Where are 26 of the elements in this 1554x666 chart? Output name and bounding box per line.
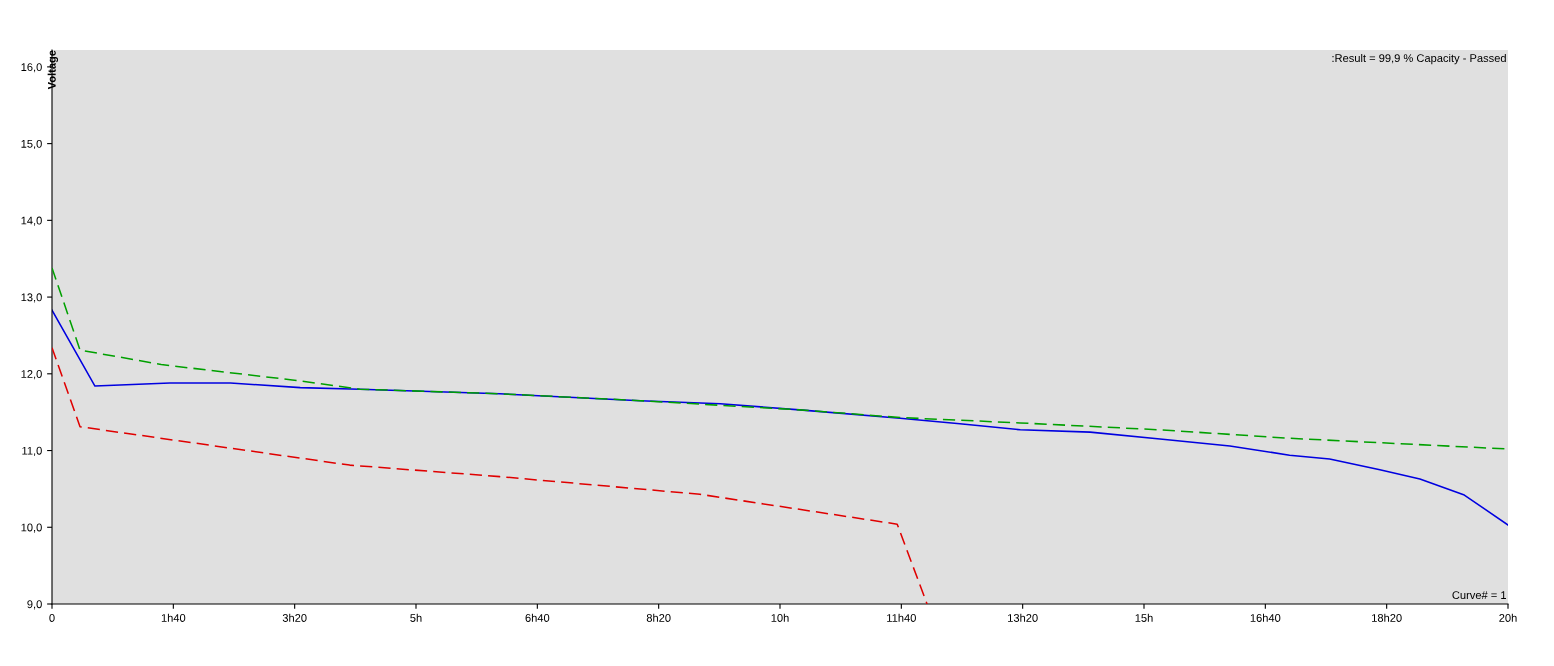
x-tick-label: 6h40	[525, 613, 550, 622]
y-axis-title: Voltage	[47, 50, 59, 90]
y-tick-label: 13,0	[21, 293, 42, 303]
annotation: :Result = 99,9 % Capacity - Passed	[1332, 53, 1506, 65]
y-tick-label: 16,0	[21, 63, 42, 73]
y-tick-label: 9,0	[27, 600, 42, 610]
x-tick-label: 13h20	[1008, 613, 1038, 622]
y-tick-label: 10,0	[21, 523, 42, 533]
y-tick-label: 14,0	[21, 216, 42, 226]
x-tick-label: 3h20	[282, 613, 307, 622]
x-tick-label: 8h20	[646, 613, 671, 622]
y-tick-label: 12,0	[21, 370, 42, 380]
line-series	[52, 346, 928, 604]
y-tick-label: 11,0	[22, 446, 42, 456]
x-tick-label: 5h	[410, 613, 422, 622]
x-tick-label: 18h20	[1372, 613, 1402, 622]
x-tick-label: 20h	[1499, 613, 1517, 622]
x-tick-label: 1h40	[161, 613, 186, 622]
y-tick-label: 15,0	[21, 139, 42, 150]
annotation: Curve# = 1	[1452, 591, 1506, 600]
x-tick-label: 11h40	[887, 613, 916, 622]
line-series	[52, 309, 1508, 526]
x-tick-label: 10h	[771, 613, 789, 622]
x-tick-label: 16h40	[1250, 613, 1281, 622]
x-tick-label: 15h	[1135, 613, 1153, 622]
x-tick-label: 0	[49, 614, 55, 622]
